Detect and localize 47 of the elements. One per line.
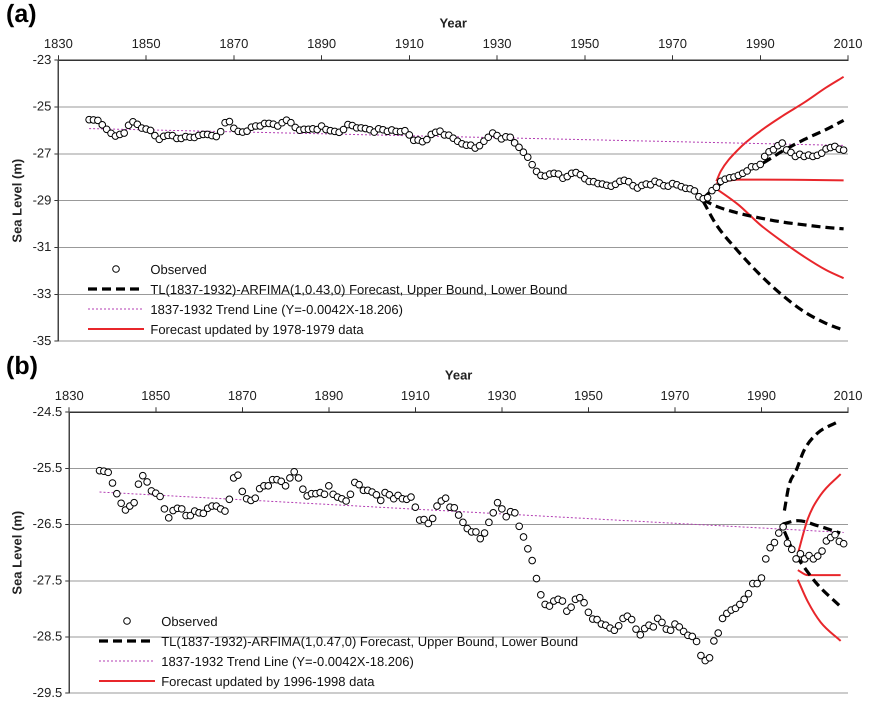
x-tick-label: 2010 — [834, 388, 862, 403]
y-tick-label: -26.5 — [32, 516, 62, 532]
y-tick-label: -28.5 — [32, 628, 62, 644]
y-tick-label: -35 — [32, 332, 52, 348]
x-tick-label: 1850 — [141, 388, 170, 403]
x-tick-label: 1870 — [228, 388, 257, 403]
x-tick-label: 1990 — [747, 388, 776, 403]
y-tick-label: -27 — [32, 145, 52, 160]
legend-label: Forecast updated by 1996-1998 data — [161, 674, 374, 689]
legend-label: Forecast updated by 1978-1979 data — [150, 322, 364, 337]
x-tick-label: 1830 — [54, 388, 84, 403]
x-tick-label: 1930 — [487, 388, 516, 403]
y-tick-label: -27.5 — [32, 572, 62, 588]
y-tick-label: -29.5 — [32, 684, 62, 700]
y-axis-title: Sea Level (m) — [9, 510, 24, 595]
legend-label: Observed — [161, 614, 218, 629]
y-tick-label: -31 — [32, 239, 52, 254]
x-tick-label: 1890 — [307, 36, 336, 51]
x-tick-label: 1970 — [658, 36, 687, 51]
y-tick-label: -25.5 — [32, 460, 62, 475]
legend-label: TL(1837-1932)-ARFIMA(1,0.43,0) Forecast, Upper Bound, Lower Bound — [150, 282, 568, 297]
y-tick-label: -29 — [32, 192, 52, 208]
y-axis-title: Sea Level (m) — [9, 158, 24, 243]
x-axis-title: Year — [439, 15, 467, 30]
x-tick-label: 1970 — [660, 388, 690, 403]
x-tick-label: 1890 — [314, 388, 344, 403]
x-tick-label: 1910 — [400, 388, 430, 403]
legend-label: Observed — [150, 262, 207, 277]
x-axis-title: Year — [444, 367, 472, 382]
legend-label: 1837-1932 Trend Line (Y=-0.0042X-18.206) — [150, 302, 403, 317]
x-tick-label: 1950 — [570, 36, 600, 51]
y-tick-label: -24.5 — [32, 404, 62, 419]
y-tick-label: -23 — [32, 52, 52, 67]
x-tick-label: 1990 — [746, 36, 775, 51]
x-tick-label: 1850 — [132, 36, 161, 51]
legend-label: TL(1837-1932)-ARFIMA(1,0.47,0) Forecast, Upper Bound, Lower Bound — [161, 634, 578, 649]
x-tick-label: 1910 — [394, 36, 424, 51]
x-tick-label: 1930 — [482, 36, 512, 51]
y-tick-label: -25 — [32, 98, 52, 114]
chart-title: (b) — [6, 352, 38, 381]
x-tick-label: 1950 — [574, 388, 603, 403]
chart-title: (a) — [6, 0, 37, 29]
x-tick-label: 1870 — [219, 36, 248, 51]
legend-label: 1837-1932 Trend Line (Y=-0.0042X-18.206) — [161, 654, 414, 669]
x-tick-label: 2010 — [834, 36, 862, 51]
x-tick-label: 1830 — [44, 36, 73, 51]
y-tick-label: -33 — [32, 286, 52, 301]
